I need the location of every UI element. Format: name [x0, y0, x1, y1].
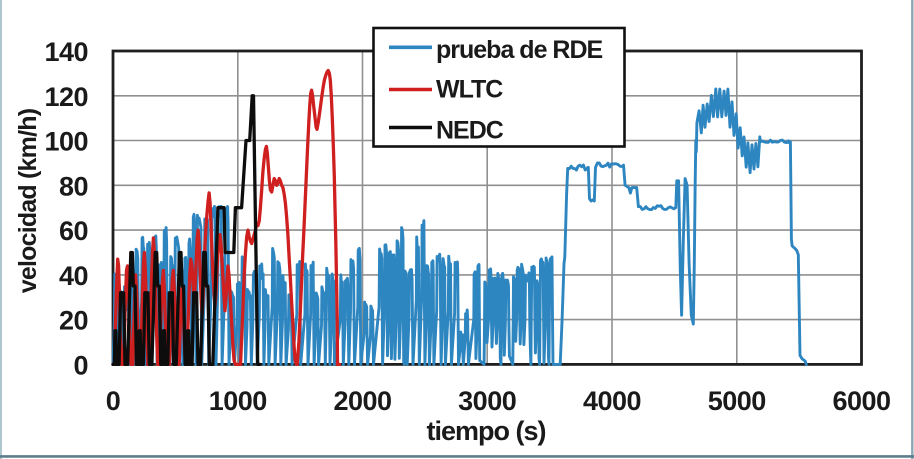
svg-text:0: 0 — [73, 350, 88, 380]
svg-text:4000: 4000 — [583, 386, 641, 416]
svg-text:5000: 5000 — [708, 386, 766, 416]
svg-text:6000: 6000 — [832, 386, 890, 416]
svg-text:80: 80 — [59, 171, 88, 201]
svg-text:1000: 1000 — [209, 386, 267, 416]
svg-text:3000: 3000 — [458, 386, 516, 416]
svg-text:WLTC: WLTC — [436, 76, 503, 104]
svg-text:NEDC: NEDC — [436, 117, 504, 145]
svg-text:20: 20 — [59, 306, 88, 336]
svg-text:120: 120 — [44, 82, 88, 112]
svg-text:140: 140 — [44, 37, 88, 67]
svg-text:velocidad (km/h): velocidad (km/h) — [14, 108, 42, 293]
svg-text:40: 40 — [59, 261, 88, 291]
svg-text:2000: 2000 — [333, 386, 391, 416]
svg-text:tiempo (s): tiempo (s) — [426, 416, 545, 446]
svg-text:0: 0 — [106, 386, 121, 416]
svg-text:100: 100 — [44, 127, 88, 157]
svg-text:60: 60 — [59, 216, 88, 246]
svg-text:prueba de RDE: prueba de RDE — [436, 36, 603, 64]
